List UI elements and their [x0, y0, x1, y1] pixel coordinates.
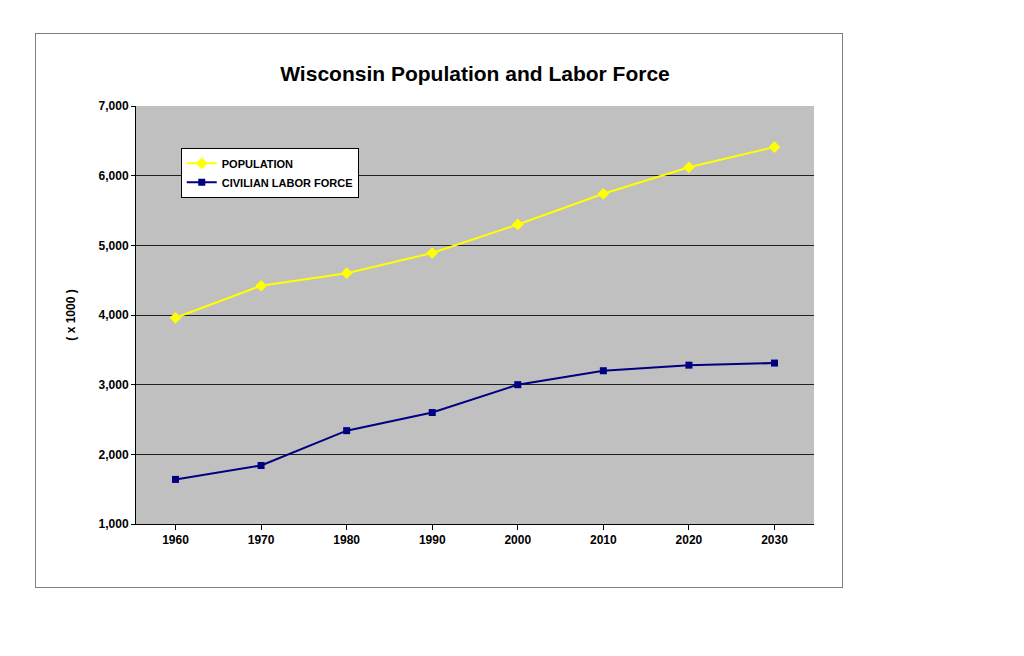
- svg-text:2020: 2020: [676, 533, 703, 547]
- svg-text:1990: 1990: [419, 533, 446, 547]
- svg-text:3,000: 3,000: [99, 378, 129, 392]
- svg-text:1960: 1960: [162, 533, 189, 547]
- svg-text:1,000: 1,000: [99, 517, 129, 531]
- svg-text:2000: 2000: [504, 533, 531, 547]
- svg-text:4,000: 4,000: [99, 308, 129, 322]
- svg-text:2010: 2010: [590, 533, 617, 547]
- svg-text:2030: 2030: [761, 533, 788, 547]
- svg-text:1980: 1980: [333, 533, 360, 547]
- svg-text:POPULATION: POPULATION: [222, 158, 293, 170]
- svg-text:1970: 1970: [248, 533, 275, 547]
- svg-text:CIVILIAN LABOR FORCE: CIVILIAN LABOR FORCE: [222, 177, 353, 189]
- svg-text:Wisconsin Population and Labor: Wisconsin Population and Labor Force: [280, 62, 670, 85]
- svg-text:6,000: 6,000: [99, 169, 129, 183]
- svg-text:5,000: 5,000: [99, 239, 129, 253]
- svg-text:2,000: 2,000: [99, 448, 129, 462]
- svg-text:( x 1000 ): ( x 1000 ): [64, 289, 78, 340]
- svg-text:7,000: 7,000: [99, 99, 129, 113]
